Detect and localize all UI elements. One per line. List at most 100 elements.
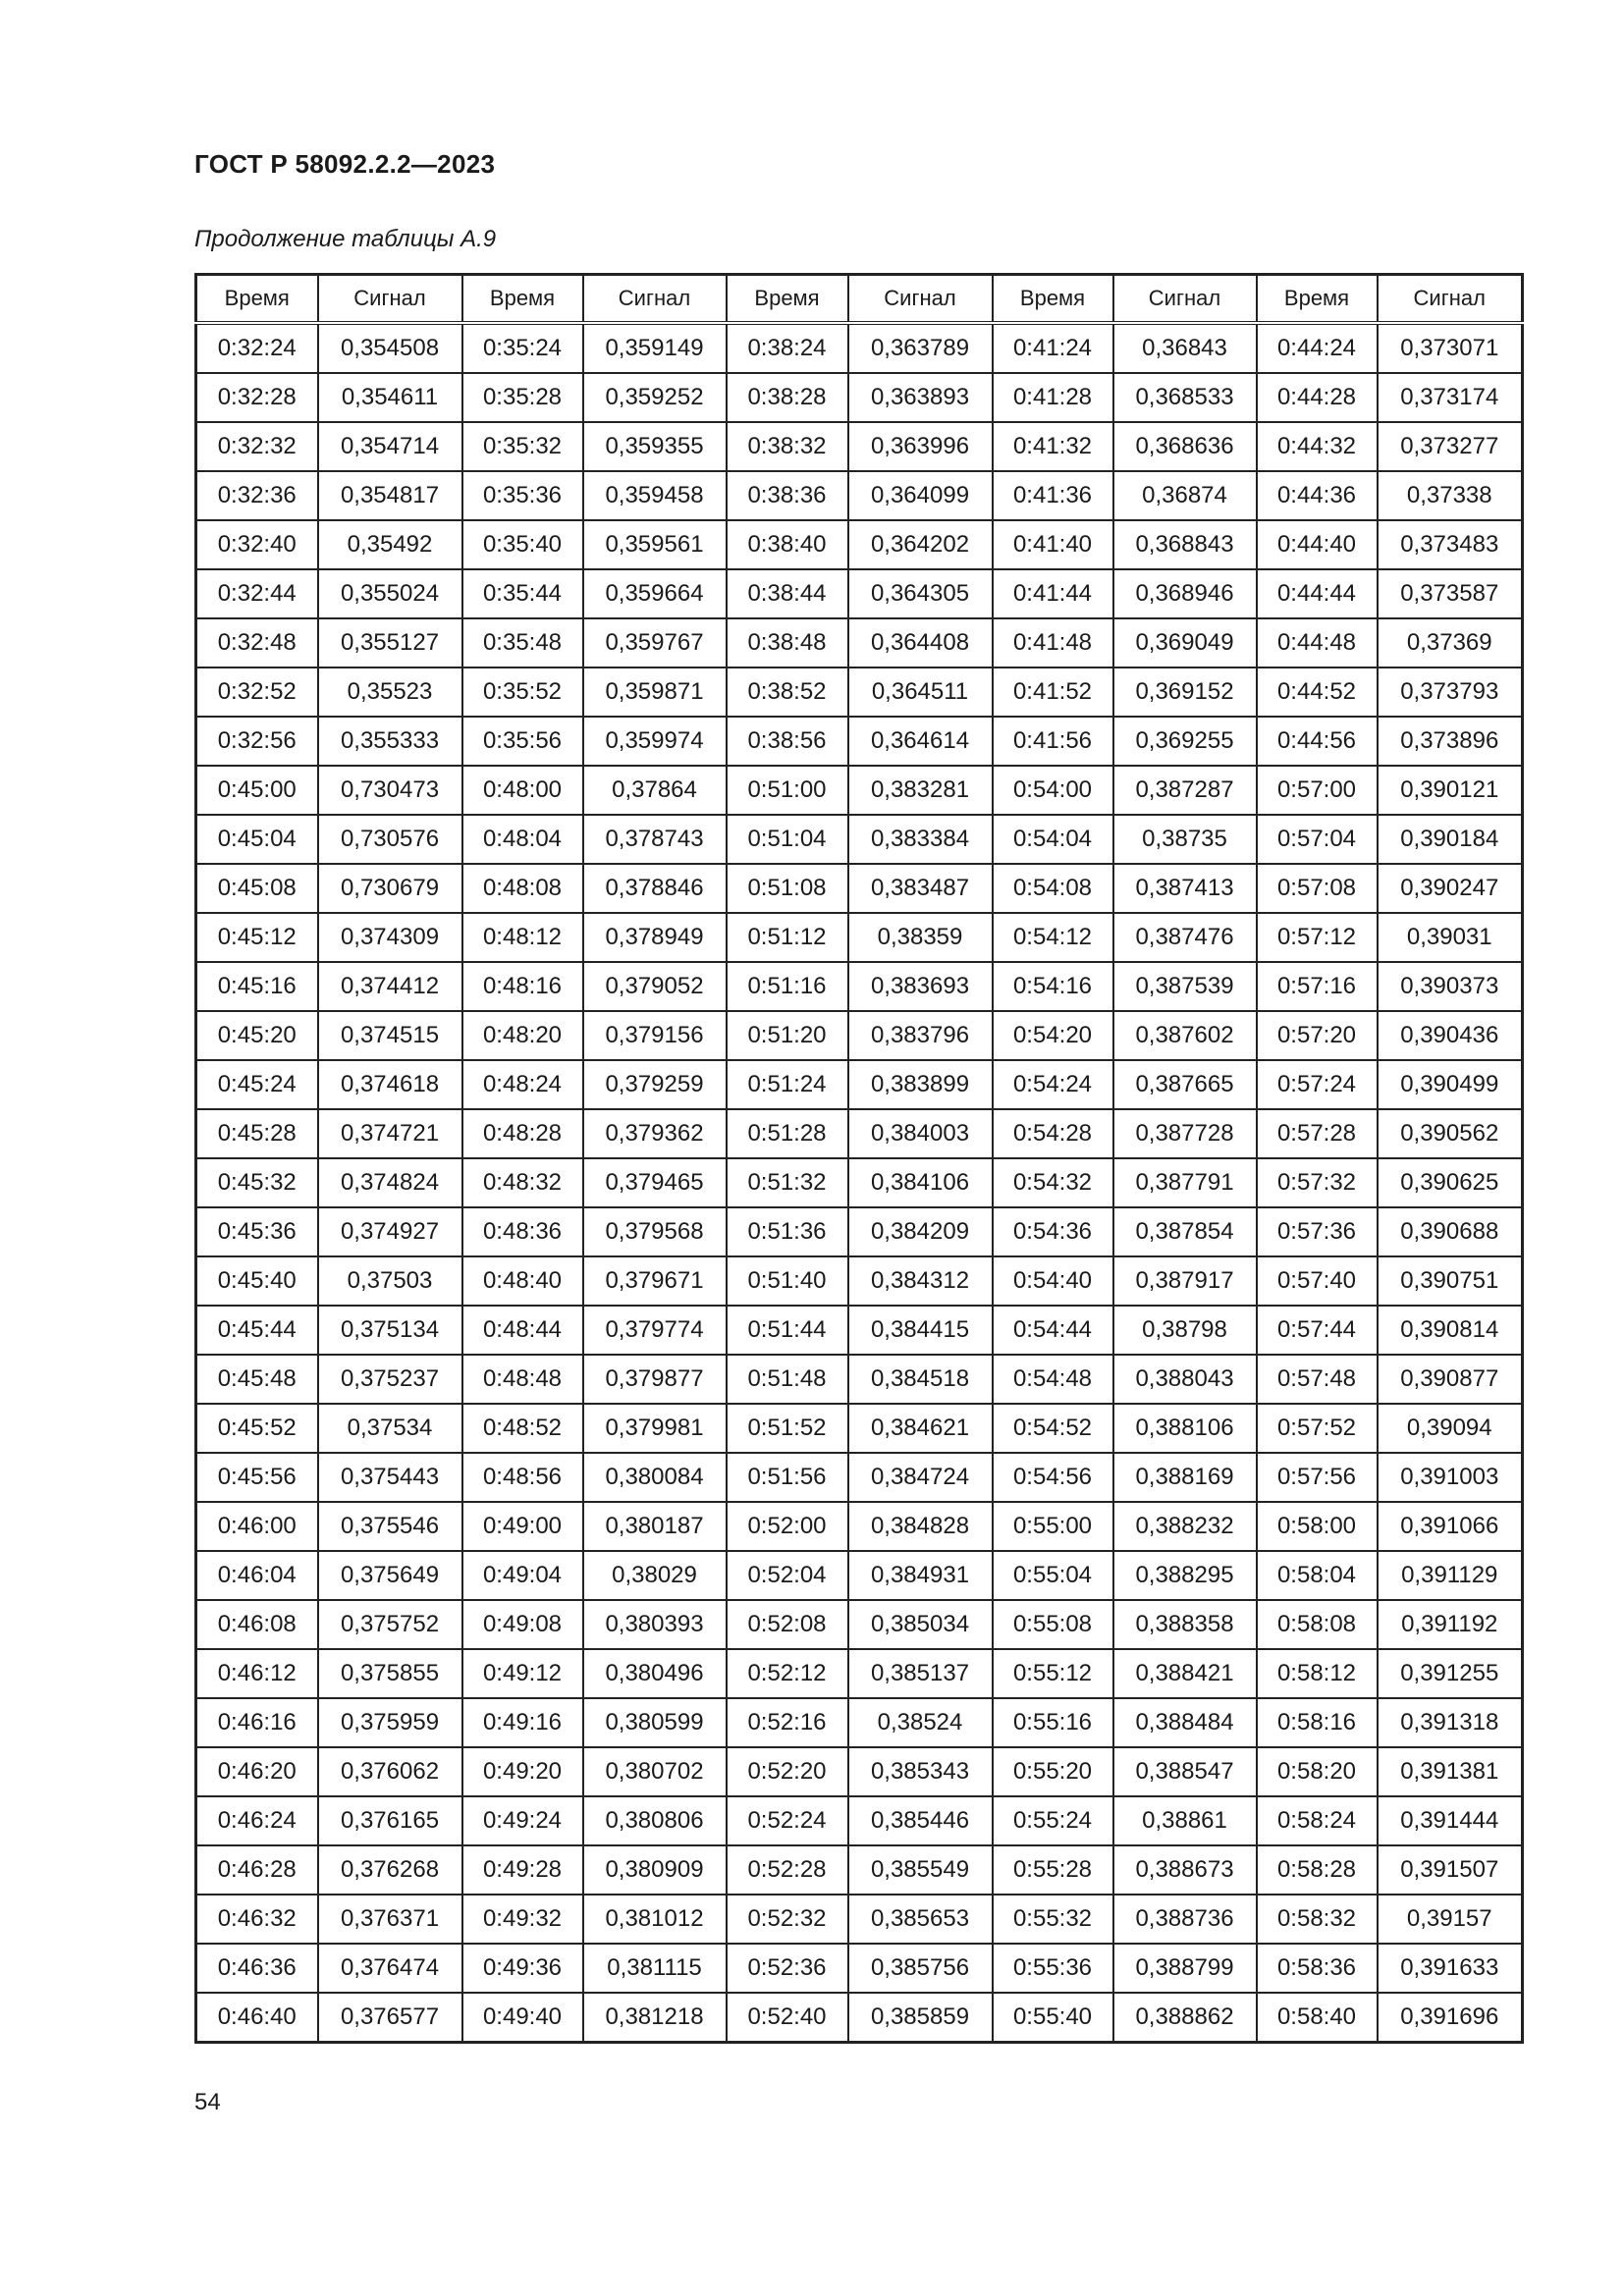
- time-cell: 0:46:28: [194, 1844, 319, 1896]
- signal-cell: 0,387476: [1111, 912, 1258, 963]
- time-cell: 0:51:16: [725, 961, 849, 1012]
- signal-cell: 0,374515: [316, 1010, 463, 1061]
- signal-cell: 0,385034: [846, 1599, 994, 1650]
- column-header-signal: Сигнал: [581, 273, 728, 325]
- signal-cell: 0,38524: [846, 1697, 994, 1748]
- time-cell: 0:54:44: [991, 1305, 1114, 1356]
- time-cell: 0:32:52: [194, 667, 319, 718]
- signal-cell: 0,363893: [846, 372, 994, 423]
- signal-cell: 0,390562: [1376, 1108, 1524, 1159]
- signal-cell: 0,384724: [846, 1452, 994, 1503]
- time-cell: 0:38:48: [725, 617, 849, 668]
- time-cell: 0:45:04: [194, 814, 319, 865]
- time-cell: 0:45:48: [194, 1354, 319, 1405]
- time-cell: 0:54:40: [991, 1255, 1114, 1307]
- table-row: 0:45:04 0,730576 0:48:04 0,378743 0:51:04 0,3…: [194, 814, 1524, 865]
- signal-cell: 0,384003: [846, 1108, 994, 1159]
- table-row: 0:45:28 0,374721 0:48:28 0,379362 0:51:28 0,3…: [194, 1108, 1524, 1159]
- column-header-time: Время: [194, 273, 319, 325]
- table-row: 0:45:56 0,375443 0:48:56 0,380084 0:51:56 0,3…: [194, 1452, 1524, 1503]
- time-cell: 0:54:36: [991, 1206, 1114, 1257]
- time-cell: 0:57:12: [1255, 912, 1379, 963]
- signal-cell: 0,376165: [316, 1795, 463, 1846]
- signal-cell: 0,355024: [316, 568, 463, 619]
- signal-cell: 0,379877: [581, 1354, 728, 1405]
- table-row: 0:45:08 0,730679 0:48:08 0,378846 0:51:08 0,3…: [194, 863, 1524, 914]
- signal-cell: 0,374927: [316, 1206, 463, 1257]
- time-cell: 0:45:24: [194, 1059, 319, 1110]
- time-cell: 0:45:00: [194, 765, 319, 816]
- signal-cell: 0,375134: [316, 1305, 463, 1356]
- signal-cell: 0,380909: [581, 1844, 728, 1896]
- time-cell: 0:49:36: [460, 1943, 584, 1994]
- signal-cell: 0,383384: [846, 814, 994, 865]
- signal-cell: 0,373071: [1376, 322, 1524, 374]
- time-cell: 0:54:16: [991, 961, 1114, 1012]
- time-cell: 0:41:32: [991, 421, 1114, 472]
- signal-cell: 0,391444: [1376, 1795, 1524, 1846]
- signal-cell: 0,375752: [316, 1599, 463, 1650]
- time-cell: 0:49:40: [460, 1992, 584, 2044]
- signal-cell: 0,364202: [846, 519, 994, 570]
- time-cell: 0:55:28: [991, 1844, 1114, 1896]
- signal-cell: 0,368533: [1111, 372, 1258, 423]
- signal-cell: 0,387728: [1111, 1108, 1258, 1159]
- signal-cell: 0,39157: [1376, 1894, 1524, 1945]
- signal-cell: 0,375959: [316, 1697, 463, 1748]
- signal-cell: 0,390877: [1376, 1354, 1524, 1405]
- time-cell: 0:51:24: [725, 1059, 849, 1110]
- time-cell: 0:51:08: [725, 863, 849, 914]
- signal-cell: 0,380084: [581, 1452, 728, 1503]
- time-cell: 0:54:24: [991, 1059, 1114, 1110]
- time-cell: 0:46:24: [194, 1795, 319, 1846]
- document-title: ГОСТ Р 58092.2.2—2023: [194, 149, 496, 179]
- signal-cell: 0,730473: [316, 765, 463, 816]
- signal-cell: 0,364305: [846, 568, 994, 619]
- time-cell: 0:48:28: [460, 1108, 584, 1159]
- signal-cell: 0,387287: [1111, 765, 1258, 816]
- signal-cell: 0,39094: [1376, 1403, 1524, 1454]
- signal-cell: 0,388673: [1111, 1844, 1258, 1896]
- time-cell: 0:55:24: [991, 1795, 1114, 1846]
- column-header-signal: Сигнал: [316, 273, 463, 325]
- table-header-row: Время Сигнал Время Сигнал Время Сигнал Время Си…: [194, 273, 1524, 325]
- signal-cell: 0,390247: [1376, 863, 1524, 914]
- table-row: 0:32:36 0,354817 0:35:36 0,359458 0:38:36 0,3…: [194, 470, 1524, 521]
- signal-cell: 0,378949: [581, 912, 728, 963]
- time-cell: 0:44:28: [1255, 372, 1379, 423]
- time-cell: 0:55:08: [991, 1599, 1114, 1650]
- time-cell: 0:35:56: [460, 716, 584, 767]
- column-header-time: Время: [460, 273, 584, 325]
- time-cell: 0:58:36: [1255, 1943, 1379, 1994]
- signal-cell: 0,368843: [1111, 519, 1258, 570]
- signal-cell: 0,38359: [846, 912, 994, 963]
- signal-cell: 0,379671: [581, 1255, 728, 1307]
- signal-cell: 0,364614: [846, 716, 994, 767]
- signal-cell: 0,384931: [846, 1550, 994, 1601]
- signal-cell: 0,38798: [1111, 1305, 1258, 1356]
- time-cell: 0:44:40: [1255, 519, 1379, 570]
- signal-cell: 0,388295: [1111, 1550, 1258, 1601]
- time-cell: 0:51:32: [725, 1157, 849, 1208]
- table-row: 0:46:04 0,375649 0:49:04 0,38029 0:52:04 0,38…: [194, 1550, 1524, 1601]
- signal-cell: 0,390625: [1376, 1157, 1524, 1208]
- signal-cell: 0,375649: [316, 1550, 463, 1601]
- time-cell: 0:41:48: [991, 617, 1114, 668]
- time-cell: 0:35:40: [460, 519, 584, 570]
- signal-cell: 0,388358: [1111, 1599, 1258, 1650]
- signal-cell: 0,383796: [846, 1010, 994, 1061]
- signal-cell: 0,730576: [316, 814, 463, 865]
- time-cell: 0:49:08: [460, 1599, 584, 1650]
- time-cell: 0:48:20: [460, 1010, 584, 1061]
- time-cell: 0:32:24: [194, 322, 319, 374]
- signal-cell: 0,375237: [316, 1354, 463, 1405]
- time-cell: 0:57:28: [1255, 1108, 1379, 1159]
- signal-cell: 0,355333: [316, 716, 463, 767]
- time-cell: 0:57:36: [1255, 1206, 1379, 1257]
- signal-cell: 0,373587: [1376, 568, 1524, 619]
- signal-cell: 0,381115: [581, 1943, 728, 1994]
- signal-cell: 0,384828: [846, 1501, 994, 1552]
- time-cell: 0:49:00: [460, 1501, 584, 1552]
- table-row: 0:32:48 0,355127 0:35:48 0,359767 0:38:48 0,3…: [194, 617, 1524, 668]
- signal-cell: 0,373277: [1376, 421, 1524, 472]
